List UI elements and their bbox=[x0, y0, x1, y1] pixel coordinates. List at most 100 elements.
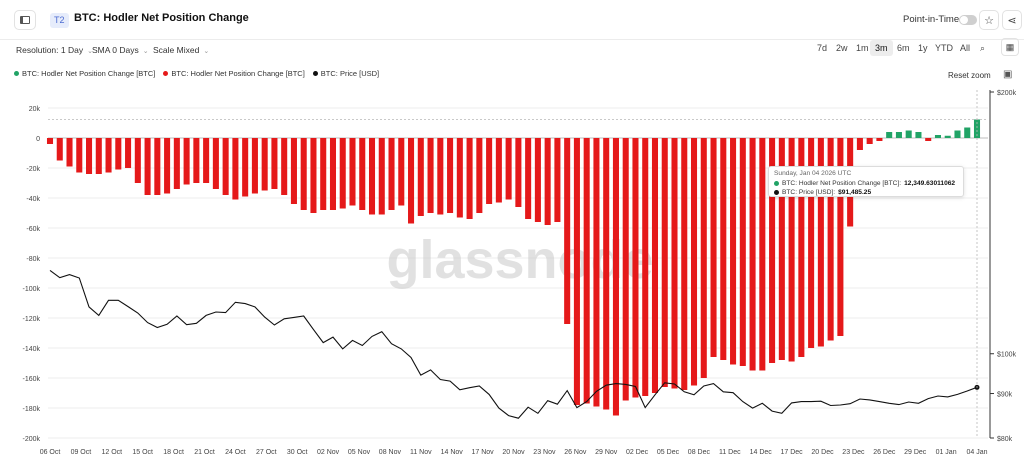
bar bbox=[76, 138, 83, 173]
calendar-icon[interactable]: ▦ bbox=[1001, 38, 1019, 56]
x-tick-label: 17 Dec bbox=[781, 449, 804, 456]
bar bbox=[290, 138, 297, 204]
reset-zoom-button[interactable]: Reset zoom bbox=[948, 71, 991, 80]
x-tick-label: 09 Oct bbox=[71, 449, 92, 456]
x-tick-label: 26 Dec bbox=[873, 449, 896, 456]
y-tick-label: -140k bbox=[22, 346, 40, 353]
bar bbox=[622, 138, 629, 401]
legend-item[interactable]: BTC: Price [USD] bbox=[312, 67, 380, 79]
bar bbox=[427, 138, 434, 213]
range-ytd[interactable]: YTD bbox=[935, 43, 953, 53]
legend-item[interactable]: BTC: Hodler Net Position Change [BTC] bbox=[163, 67, 305, 79]
x-tick-label: 23 Dec bbox=[842, 449, 865, 456]
range-6m[interactable]: 6m bbox=[897, 43, 910, 53]
range-2w[interactable]: 2w bbox=[836, 43, 848, 53]
x-tick-label: 24 Oct bbox=[225, 449, 246, 456]
bar bbox=[632, 138, 639, 398]
bar bbox=[681, 138, 688, 390]
camera-icon[interactable]: ▣ bbox=[1003, 69, 1013, 80]
y-tick-label: -80k bbox=[26, 256, 40, 263]
y-tick-label: 0 bbox=[36, 136, 40, 143]
chart-header: T2 BTC: Hodler Net Position Change Point… bbox=[0, 0, 1024, 40]
bar bbox=[837, 138, 844, 336]
share-icon[interactable]: ⋖ bbox=[1002, 10, 1022, 30]
bar bbox=[310, 138, 317, 213]
x-tick-label: 11 Dec bbox=[719, 449, 741, 456]
x-tick-label: 27 Oct bbox=[256, 449, 277, 456]
bar bbox=[56, 138, 63, 161]
bar bbox=[642, 138, 649, 396]
bar bbox=[144, 138, 151, 195]
tooltip-value: $91,485.25 bbox=[838, 189, 872, 196]
star-icon[interactable]: ☆ bbox=[979, 10, 999, 30]
tooltip-date: Sunday, Jan 04 2026 UTC bbox=[774, 170, 852, 177]
x-tick-label: 08 Dec bbox=[688, 449, 711, 456]
bar bbox=[788, 138, 795, 362]
bar bbox=[964, 127, 971, 138]
bar bbox=[573, 138, 580, 405]
y-tick-label: -200k bbox=[22, 436, 40, 443]
y-tick-label: -40k bbox=[26, 196, 40, 203]
x-tick-label: 12 Oct bbox=[101, 449, 122, 456]
chart-controls: Resolution: 1 Day ⌄ SMA 0 Days ⌄ Scale Mix… bbox=[0, 40, 1024, 60]
tooltip-dot bbox=[774, 190, 779, 195]
sma-select[interactable]: SMA 0 Days ⌄ bbox=[92, 45, 149, 55]
sma-value: SMA 0 Days bbox=[92, 45, 139, 55]
y-right-tick-label: $100k bbox=[997, 352, 1017, 359]
range-1m[interactable]: 1m bbox=[856, 43, 869, 53]
bar bbox=[505, 138, 512, 200]
tooltip-label: BTC: Price [USD]: bbox=[782, 189, 836, 196]
x-tick-label: 29 Nov bbox=[595, 449, 618, 456]
scale-select[interactable]: Scale Mixed ⌄ bbox=[153, 45, 209, 55]
bar bbox=[808, 138, 815, 348]
bar bbox=[447, 138, 454, 213]
zoom-select-icon[interactable]: ⌕ bbox=[980, 43, 986, 53]
chart-legend: BTC: Hodler Net Position Change [BTC] BT… bbox=[14, 67, 379, 79]
bar bbox=[46, 138, 54, 144]
bar bbox=[417, 138, 424, 216]
sidebar-toggle-icon[interactable] bbox=[14, 10, 36, 30]
page-title: BTC: Hodler Net Position Change bbox=[74, 12, 249, 24]
bar bbox=[856, 138, 863, 150]
x-tick-label: 20 Nov bbox=[502, 449, 525, 456]
chevron-down-icon: ⌄ bbox=[87, 48, 93, 55]
chevron-down-icon: ⌄ bbox=[142, 48, 149, 55]
bar bbox=[486, 138, 493, 204]
y-tick-label: -20k bbox=[26, 166, 40, 173]
y-right-tick-label: $90k bbox=[997, 392, 1013, 399]
bar bbox=[222, 138, 229, 195]
point-in-time-toggle[interactable] bbox=[959, 15, 977, 25]
bar bbox=[730, 138, 737, 365]
bar bbox=[798, 138, 805, 357]
crosshair bbox=[48, 90, 988, 438]
bar bbox=[378, 138, 385, 215]
bar bbox=[671, 138, 678, 389]
y-right-tick-label: $80k bbox=[997, 436, 1013, 443]
legend-label: BTC: Price [USD] bbox=[320, 68, 380, 78]
bar bbox=[115, 138, 122, 170]
bar bbox=[271, 138, 278, 189]
x-tick-label: 11 Nov bbox=[410, 449, 432, 456]
bar bbox=[398, 138, 405, 206]
bar bbox=[203, 138, 210, 183]
range-1y[interactable]: 1y bbox=[918, 43, 928, 53]
x-tick-label: 02 Dec bbox=[626, 449, 649, 456]
tooltip-value: 12,349.63011062 bbox=[904, 180, 956, 187]
y-tick-label: -180k bbox=[22, 406, 40, 413]
legend-dot bbox=[14, 70, 19, 76]
bar bbox=[690, 138, 698, 386]
legend-item[interactable]: BTC: Hodler Net Position Change [BTC] bbox=[14, 67, 155, 79]
range-3m[interactable]: 3m bbox=[870, 40, 893, 56]
bar bbox=[944, 135, 951, 138]
resolution-select[interactable]: Resolution: 1 Day ⌄ bbox=[16, 45, 93, 55]
bar bbox=[593, 138, 600, 407]
bar bbox=[525, 138, 532, 219]
bar bbox=[749, 138, 756, 371]
range-all[interactable]: All bbox=[960, 43, 971, 53]
legend-dot bbox=[312, 70, 318, 76]
range-7d[interactable]: 7d bbox=[817, 43, 828, 53]
bar bbox=[495, 138, 502, 203]
bar bbox=[105, 138, 112, 173]
bar bbox=[466, 138, 473, 219]
